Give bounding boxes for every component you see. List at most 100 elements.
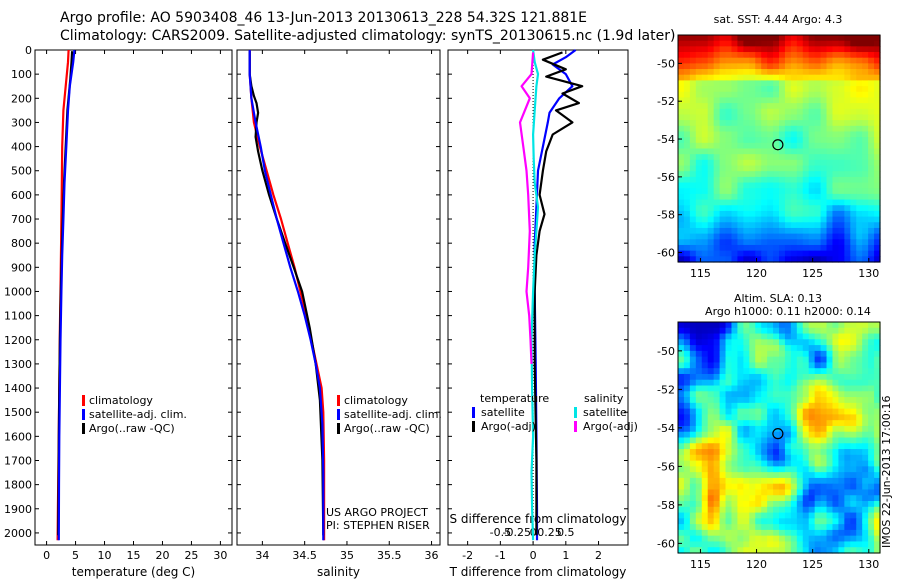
sst_map-cell: [826, 108, 834, 116]
sst_map-cell: [761, 46, 768, 53]
sla_map-cell: [862, 477, 869, 485]
sla_map-cell: [874, 477, 881, 485]
sla_map-cell: [814, 477, 822, 485]
sst_map-cell: [743, 142, 750, 150]
sla_map-cell: [802, 350, 810, 358]
salinity-x-tick-label: 34: [255, 549, 269, 562]
sla_map-cell: [773, 443, 780, 450]
sla_map-cell: [773, 449, 780, 456]
sla_map-cell: [725, 512, 733, 519]
sst_map-cell: [678, 148, 685, 155]
sst_map-cell: [713, 244, 721, 252]
sla_map-cell: [731, 408, 739, 416]
sst_map-cell: [862, 120, 869, 127]
sst_map-cell: [832, 57, 840, 64]
sla_map-cell: [802, 408, 810, 416]
sst_map-cell: [725, 142, 733, 150]
sla_map-cell: [856, 408, 863, 416]
sst_map-cell: [796, 176, 804, 184]
sst_map-cell: [832, 120, 840, 127]
sla_map-cell: [749, 524, 756, 531]
sla_map-cell: [814, 339, 822, 346]
sla_map-cell: [850, 437, 857, 444]
sst_map-cell: [701, 233, 709, 240]
sst_map-cell: [862, 227, 869, 235]
sst_map-cell: [701, 40, 709, 47]
sla_map-cell: [856, 327, 863, 335]
sst_map-cell: [802, 69, 810, 76]
sst_map-cell: [678, 171, 685, 178]
sst_map-cell: [844, 239, 851, 246]
sla_map-cell: [844, 472, 851, 479]
sla_map-cell: [761, 501, 768, 508]
sla_map-cell: [731, 379, 739, 387]
sst_map-cell: [689, 165, 697, 172]
sla_map-cell: [814, 547, 822, 554]
sla_map-cell: [731, 425, 739, 433]
sst_map-cell: [808, 227, 816, 235]
sla_map-cell: [850, 535, 857, 543]
sla_map-cell: [826, 327, 834, 335]
sla_map-cell: [683, 339, 691, 346]
sla_map-cell: [695, 437, 703, 444]
sla_map-cell: [761, 414, 768, 421]
sst_map-cell: [790, 239, 798, 246]
sla_map-cell: [773, 454, 780, 462]
sst_map-cell: [874, 69, 881, 76]
sst_map-cell: [701, 108, 709, 116]
sla_map-cell: [761, 547, 768, 554]
sla_map-cell: [701, 402, 709, 410]
sla_map-cell: [767, 495, 774, 502]
sla_map-cell: [749, 350, 756, 358]
sla_map-cell: [767, 385, 774, 392]
sst_map-cell: [856, 256, 863, 263]
sla_map-cell: [773, 385, 780, 392]
sst_map-cell: [755, 142, 762, 150]
sst_map-cell: [832, 188, 840, 195]
sla_map-cell: [808, 391, 816, 398]
sla_map-cell: [707, 379, 715, 387]
sla_map-cell: [808, 518, 816, 525]
sst_map-cell: [868, 142, 875, 150]
sla_map-cell: [808, 437, 816, 444]
sla_map-cell: [767, 454, 774, 462]
sla_map-cell: [790, 368, 798, 375]
sst_map-cell: [826, 86, 834, 93]
sst_map-cell: [761, 159, 768, 167]
sla_map-cell: [737, 454, 744, 462]
sla_map-cell: [743, 477, 750, 485]
sla_map-cell: [868, 449, 875, 456]
sst_map-cell: [784, 244, 792, 252]
sst_map-cell: [868, 108, 875, 116]
sst_map-cell: [695, 154, 703, 161]
sst_map-cell: [796, 63, 804, 70]
sst_map-cell: [862, 233, 869, 240]
sst_map-cell: [796, 97, 804, 104]
sst_map-cell: [802, 91, 810, 99]
sst_map-cell: [719, 222, 727, 229]
sst_map-cell: [779, 256, 786, 263]
sst_map-cell: [779, 103, 786, 110]
sst_map-cell: [826, 256, 834, 263]
sla_map-cell: [773, 437, 780, 444]
sla_map-cell: [719, 333, 727, 340]
sst_map-cell: [678, 210, 685, 218]
sla_map-cell: [874, 322, 881, 329]
sla_map-cell: [868, 489, 875, 496]
sst_map-cell: [755, 74, 762, 81]
sst_map-cell: [779, 171, 786, 178]
sst_map-cell: [826, 233, 834, 240]
sla_map-cell: [826, 420, 834, 427]
sla_map-cell: [689, 414, 697, 421]
sst_map-cell: [808, 222, 816, 229]
sst_map-cell: [761, 57, 768, 64]
sst_map-cell: [844, 80, 851, 87]
sst_map-cell: [874, 131, 881, 138]
sla_map-cell: [695, 385, 703, 392]
sla_map-cell: [784, 541, 792, 548]
sst_map-cell: [761, 142, 768, 150]
sla_map-cell: [796, 466, 804, 473]
sst_map-cell: [850, 205, 857, 212]
sst_map-cell: [784, 108, 792, 116]
sst_map-cell: [874, 171, 881, 178]
